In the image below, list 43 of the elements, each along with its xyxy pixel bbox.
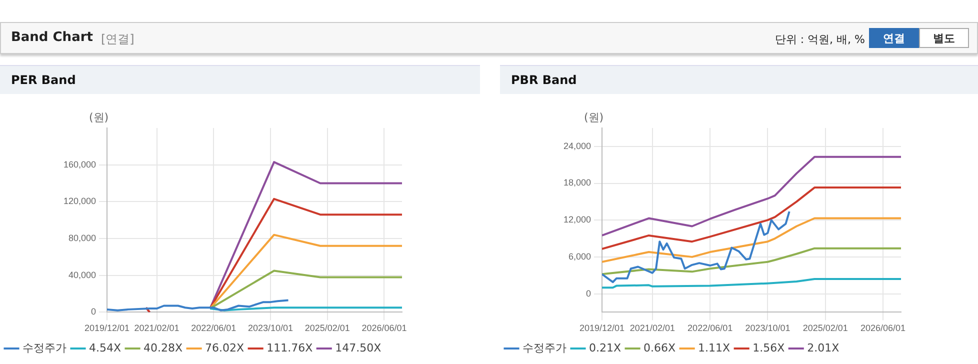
x-tick-label: 2022/06/01 — [688, 323, 733, 334]
x-tick-label: 2023/10/01 — [248, 323, 294, 334]
x-tick-label: 2021/02/01 — [630, 323, 675, 334]
chart-title: PER Band — [0, 65, 480, 94]
legend-label: 4.54X — [89, 341, 122, 354]
y-axis-title: (원) — [584, 110, 604, 124]
y-tick-label: 120,000 — [63, 196, 96, 206]
x-tick-label: 2026/06/01 — [362, 323, 407, 334]
legend-label: 76.02X — [205, 341, 245, 354]
y-tick-label: 6,000 — [568, 251, 591, 262]
x-tick-label: 2022/06/01 — [191, 323, 236, 334]
text: [연결] — [101, 31, 134, 48]
y-tick-label: 12,000 — [563, 214, 591, 225]
y-tick-label: 0 — [586, 288, 591, 298]
text: 연결 — [869, 28, 919, 48]
x-tick-label: 2019/12/01 — [579, 323, 625, 334]
legend-label: 1.11X — [698, 341, 731, 354]
legend-label: 0.21X — [589, 341, 622, 354]
y-tick-label: 24,000 — [563, 140, 591, 151]
legend-label: 0.66X — [644, 341, 676, 354]
legend-label: 40.28X — [144, 341, 184, 354]
legend-label: 수정주가 — [522, 341, 566, 354]
text: 단위 : 억원, 배, % — [774, 32, 865, 47]
legend-label: 111.76X — [266, 341, 314, 354]
y-tick-label: 40,000 — [68, 270, 96, 280]
x-tick-label: 2019/12/01 — [84, 323, 130, 334]
y-tick-label: 80,000 — [68, 233, 96, 244]
x-tick-label: 2025/02/01 — [304, 323, 350, 334]
legend-label: 수정주가 — [22, 341, 66, 354]
y-tick-label: 160,000 — [63, 159, 96, 170]
text: Band Chart — [11, 30, 93, 45]
legend-label: 1.56X — [752, 341, 786, 354]
text: 별도 — [919, 28, 969, 48]
x-tick-label: 2023/10/01 — [745, 323, 790, 334]
x-tick-label: 2026/06/01 — [860, 323, 906, 334]
x-tick-label: 2021/02/01 — [134, 323, 180, 334]
legend-label: 147.50X — [335, 341, 382, 354]
chart-title: PBR Band — [500, 65, 978, 94]
y-axis-title: (원) — [89, 110, 109, 124]
legend-label: 2.01X — [807, 341, 840, 354]
x-tick-label: 2025/02/01 — [802, 323, 848, 334]
y-tick-label: 0 — [90, 306, 96, 317]
y-tick-label: 18,000 — [563, 178, 591, 188]
